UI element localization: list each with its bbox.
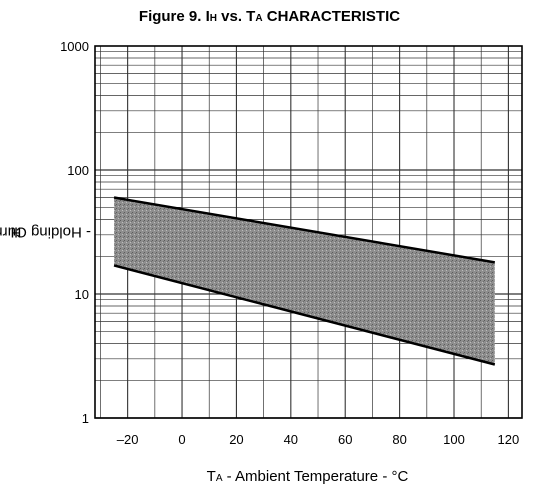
title-middle: vs. T	[217, 8, 256, 25]
holding-current-band	[114, 197, 495, 365]
x-tick-label: 80	[392, 432, 406, 447]
xlabel-main: T	[206, 468, 216, 485]
x-tick-label: 20	[229, 432, 243, 447]
x-axis-label: TA - Ambient Temperature - °C	[95, 468, 520, 485]
lower-bound-line	[113, 264, 496, 366]
y-tick-label: 100	[67, 163, 89, 178]
frame-layer	[94, 45, 523, 419]
y-tick-label: 1000	[60, 39, 89, 54]
y-tick-label: 1	[82, 411, 89, 426]
xlabel-rest: - Ambient Temperature - °C	[222, 468, 409, 485]
upper-bound-line	[113, 196, 496, 264]
title-suffix: CHARACTERISTIC	[262, 8, 401, 25]
title-prefix: Figure 9. I	[138, 8, 210, 25]
title-subscript-h: H	[209, 13, 217, 24]
chart-title: Figure 9. IH vs. TA CHARACTERISTIC	[0, 8, 539, 25]
y-tick-label: 10	[75, 287, 89, 302]
x-tick-label: 40	[284, 432, 298, 447]
xlabel-subscript: A	[215, 473, 223, 484]
x-tick-label: 60	[338, 432, 352, 447]
ylabel-rest: - Holding Current - mA	[0, 223, 92, 241]
x-tick-label: 120	[498, 432, 520, 447]
x-tick-label: 100	[443, 432, 465, 447]
title-subscript-a: A	[255, 13, 263, 24]
plot-frame	[94, 45, 523, 419]
x-tick-label: –20	[117, 432, 139, 447]
x-tick-label: 0	[178, 432, 185, 447]
band-layer	[113, 196, 496, 366]
